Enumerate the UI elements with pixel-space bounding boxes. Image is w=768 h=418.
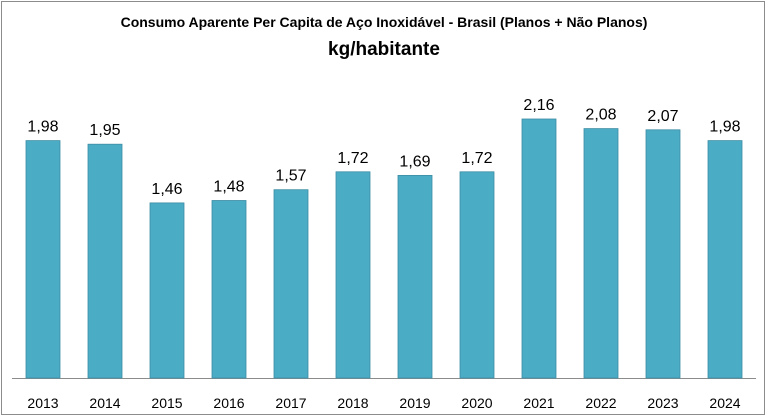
bars-group [25,118,743,379]
bar-2019 [397,174,433,379]
bar-2013 [25,140,61,379]
x-tick-label-2016: 2016 [213,395,244,411]
value-label-2020: 1,72 [461,150,492,167]
value-label-2024: 1,98 [709,119,740,136]
bar-2023 [645,129,681,379]
value-label-2016: 1,48 [213,179,244,196]
bar-2020 [459,171,495,379]
x-tick-label-2015: 2015 [151,395,182,411]
x-tick-label-2022: 2022 [585,395,616,411]
x-tick-label-2021: 2021 [523,395,554,411]
x-tick-label-2014: 2014 [89,395,120,411]
bar-2015 [149,202,185,379]
bar-2021 [521,118,557,379]
x-tick-label-2023: 2023 [647,395,678,411]
value-label-2017: 1,57 [275,168,306,185]
bar-2022 [583,128,619,379]
value-label-2013: 1,98 [27,119,58,136]
value-label-2014: 1,95 [89,122,120,139]
x-tick-label-2018: 2018 [337,395,368,411]
x-tick-label-2024: 2024 [709,395,740,411]
value-label-2023: 2,07 [647,108,678,125]
value-label-2019: 1,69 [399,153,430,170]
x-tick-labels-group: 2013 2014 2015 2016 2017 2018 2019 2020 2021 2022… [27,395,740,411]
bar-2018 [335,171,371,379]
x-tick-label-2017: 2017 [275,395,306,411]
bar-2014 [87,143,123,379]
value-label-2015: 1,46 [151,181,182,198]
value-label-2022: 2,08 [585,107,616,124]
chart-title: Consumo Aparente Per Capita de Aço Inoxi… [120,14,648,30]
x-tick-label-2019: 2019 [399,395,430,411]
value-labels-group: 1,98 1,95 1,46 1,48 1,57 1,72 1,69 1,72 2,16 2,08… [27,97,740,198]
x-tick-label-2013: 2013 [27,395,58,411]
chart-subtitle: kg/habitante [328,39,440,60]
bar-2016 [211,200,247,379]
bar-2017 [273,189,309,379]
x-tick-label-2020: 2020 [461,395,492,411]
value-label-2021: 2,16 [523,97,554,114]
value-label-2018: 1,72 [337,150,368,167]
bar-2024 [707,140,743,379]
